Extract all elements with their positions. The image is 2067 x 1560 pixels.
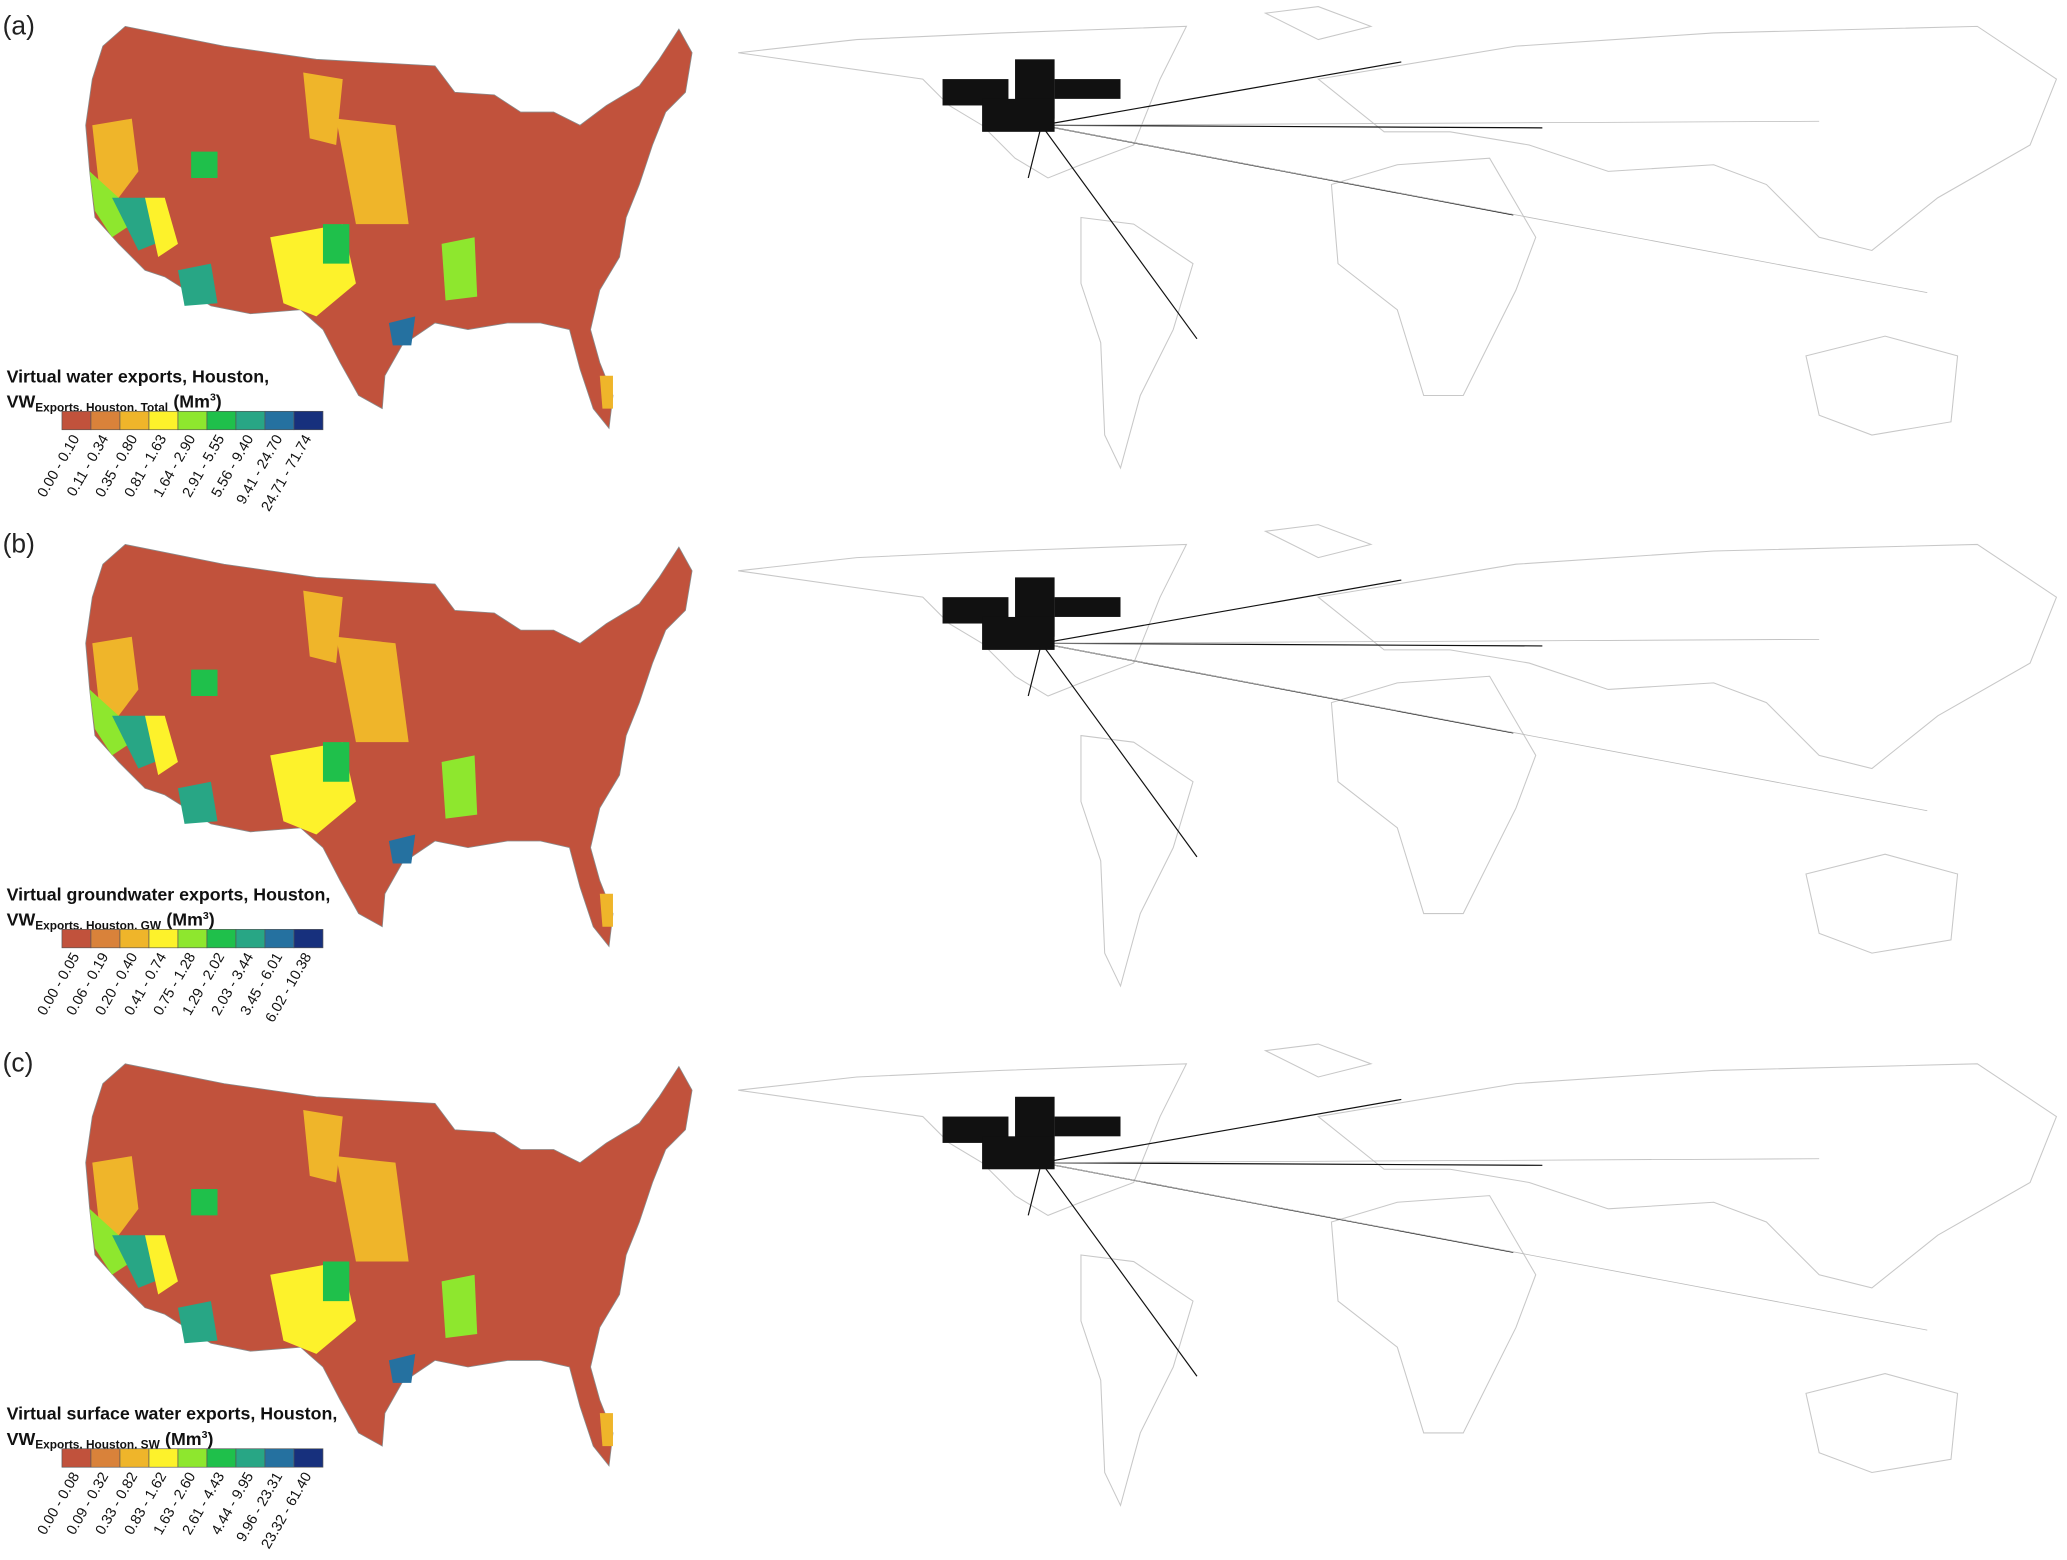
legend-swatch [148, 1448, 179, 1468]
legend-title-unit: VWExports, Houston, Total (Mm3) [7, 391, 222, 414]
unit: (Mm [165, 1429, 202, 1449]
legend-swatch [235, 1448, 266, 1468]
vw: VW [7, 909, 36, 929]
panel: (a) Virtual water exports, Houston, VWExpo… [3, 5, 2058, 514]
legend-swatch [264, 410, 295, 431]
unit: (Mm [173, 391, 210, 411]
subscript: Exports, Houston, SW [35, 1438, 160, 1452]
legend-swatch [177, 929, 208, 949]
legend-swatch [119, 410, 150, 431]
legend-swatch [264, 929, 295, 949]
legend-swatch [61, 929, 92, 949]
legend-swatch [148, 929, 179, 949]
legend-swatch [61, 1448, 92, 1468]
panel-label: (b) [3, 528, 35, 558]
panel-label: (c) [3, 1048, 34, 1078]
legend-swatch [90, 1448, 121, 1468]
vw: VW [7, 391, 36, 411]
legend-title: Virtual water exports, Houston, [7, 366, 270, 386]
legend-swatch [206, 410, 237, 431]
legend-swatch [235, 929, 266, 949]
superscript: 3 [202, 1429, 208, 1441]
panel-label: (a) [3, 10, 35, 40]
unit: ) [216, 391, 222, 411]
legend-swatch [90, 929, 121, 949]
legend-swatch [293, 1448, 324, 1468]
world-flow-map [737, 524, 2058, 987]
legend-swatch [264, 1448, 295, 1468]
vw: VW [7, 1429, 36, 1449]
legend-swatch [148, 410, 179, 431]
subscript: Exports, Houston, Total [35, 400, 168, 414]
legend-title-unit: VWExports, Houston, GW (Mm3) [7, 909, 215, 932]
subscript: Exports, Houston, GW [35, 918, 162, 932]
legend-swatch [61, 410, 92, 431]
legend-swatch [177, 1448, 208, 1468]
legend-swatch [119, 929, 150, 949]
legend-title: Virtual groundwater exports, Houston, [7, 884, 331, 904]
legend-swatch [90, 410, 121, 431]
legend-swatch [206, 929, 237, 949]
legend-swatch [177, 410, 208, 431]
legend-swatch [235, 410, 266, 431]
world-flow-map [737, 1043, 2058, 1507]
legend-swatch [293, 929, 324, 949]
unit: ) [207, 1429, 213, 1449]
panel: (b) Virtual groundwater exports, Houston,… [3, 524, 2058, 1025]
world-flow-map [737, 5, 2058, 469]
unit: ) [209, 909, 215, 929]
superscript: 3 [210, 392, 216, 404]
unit: (Mm [166, 909, 203, 929]
legend-swatch [119, 1448, 150, 1468]
superscript: 3 [203, 910, 209, 922]
legend-title-unit: VWExports, Houston, SW (Mm3) [7, 1429, 214, 1452]
panel: (c) Virtual surface water exports, Housto… [3, 1043, 2058, 1552]
legend-title: Virtual surface water exports, Houston, [7, 1404, 338, 1424]
legend-swatch [206, 1448, 237, 1468]
legend-swatch [293, 410, 324, 431]
